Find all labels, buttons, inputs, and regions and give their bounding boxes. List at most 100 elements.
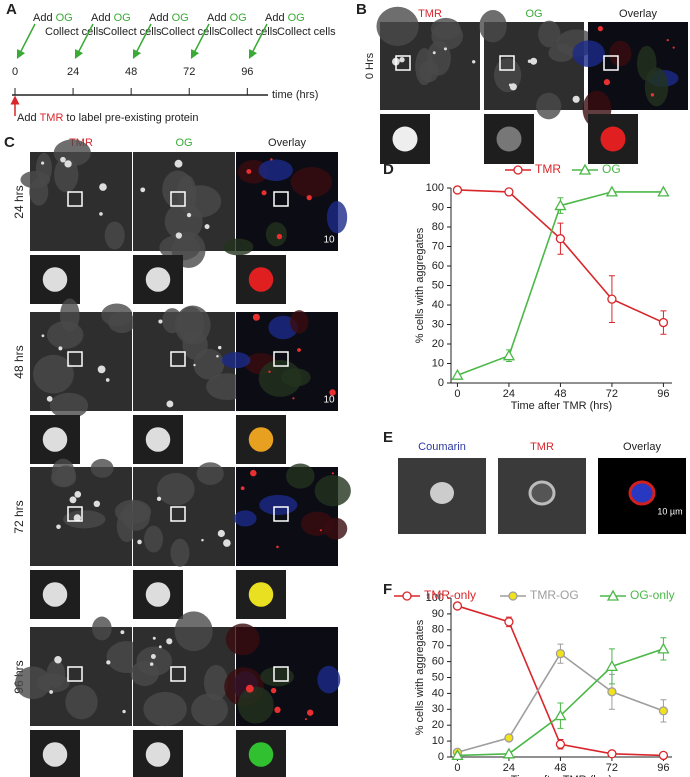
cell [222, 238, 254, 256]
point [555, 739, 566, 749]
legend-label: OG-only [630, 588, 675, 602]
y-tick-label: 90 [432, 201, 444, 213]
panel-label: A [6, 1, 17, 18]
aggregate [69, 496, 77, 504]
cell [90, 458, 114, 478]
inset-box [67, 506, 83, 522]
point [451, 368, 464, 380]
aggregate [650, 93, 655, 97]
x-tick-label: 72 [606, 388, 618, 400]
column-title: OG [525, 8, 542, 20]
step-add: Add OG [207, 12, 247, 24]
cell [493, 57, 522, 93]
cell [609, 40, 632, 67]
inset-box [273, 506, 289, 522]
y-tick-label: 80 [432, 624, 444, 636]
x-tick-label: 48 [554, 388, 566, 400]
aggregate [597, 26, 603, 32]
cell [628, 480, 656, 506]
cell [317, 665, 341, 694]
y-tick-label: 50 [432, 671, 444, 683]
timeline-tick-label: 72 [183, 66, 195, 78]
cell [324, 517, 348, 540]
aggregate [261, 190, 267, 196]
cell [104, 221, 125, 250]
aggregate [201, 538, 204, 542]
cell [265, 222, 287, 247]
cell [430, 482, 454, 504]
aggregate [99, 183, 107, 191]
aggregate [603, 79, 610, 86]
y-tick-label: 30 [432, 703, 444, 715]
aggregate [472, 60, 476, 64]
point [555, 234, 566, 244]
cell [164, 202, 203, 241]
aggregate [158, 645, 162, 649]
aggregate [150, 654, 156, 659]
aggregate [175, 232, 183, 239]
scale-label: 10 [323, 235, 335, 246]
inset-blob [392, 126, 418, 152]
legend-label: TMR-OG [530, 588, 579, 602]
aggregate [58, 346, 63, 351]
inset-box [273, 666, 289, 682]
cell [258, 359, 302, 397]
inset-box [499, 55, 515, 71]
cell [203, 664, 229, 701]
y-tick-label: 50 [432, 279, 444, 291]
aggregate [292, 397, 295, 400]
step-add: Add OG [33, 12, 73, 24]
inset-box [67, 666, 83, 682]
panel-label: E [383, 429, 393, 446]
og-word: OG [172, 12, 189, 24]
point [605, 185, 619, 197]
scale-label: 10 µm [657, 506, 682, 516]
inset-blob [145, 427, 171, 452]
cell [144, 525, 163, 553]
column-title: TMR [418, 8, 442, 20]
panel-label: C [4, 134, 15, 151]
note-post: to label pre-existing protein [66, 112, 198, 124]
y-tick-label: 10 [432, 735, 444, 747]
aggregate [99, 212, 103, 216]
y-tick-label: 20 [432, 338, 444, 350]
cell [15, 666, 51, 700]
inset-blob [145, 582, 171, 607]
x-tick-label: 0 [454, 762, 460, 774]
step-collect: Collect cells [161, 26, 220, 38]
panel-label: F [383, 581, 392, 598]
cell [431, 22, 464, 50]
step-collect: Collect cells [219, 26, 278, 38]
cell [174, 611, 213, 652]
x-axis-title: Time after TMR (hrs) [511, 400, 612, 412]
aggregate [137, 539, 142, 545]
step-collect: Collect cells [277, 26, 336, 38]
inset-box [273, 351, 289, 367]
green-arrow [74, 23, 94, 59]
aggregate [149, 662, 154, 666]
y-tick-label: 100 [426, 182, 444, 194]
x-tick-label: 96 [657, 762, 669, 774]
aggregate [41, 334, 45, 338]
column-title: Overlay [623, 441, 661, 453]
x-tick-label: 48 [554, 762, 566, 774]
og-word: OG [288, 12, 305, 24]
cell [33, 354, 74, 394]
column-title: Overlay [268, 137, 306, 149]
cell [143, 691, 187, 727]
legend-marker [513, 165, 523, 175]
aggregate [217, 345, 222, 350]
point [657, 185, 670, 197]
cell [233, 510, 257, 527]
aggregate [193, 363, 196, 367]
timeline-tick-label: 48 [125, 66, 137, 78]
inset-box [67, 351, 83, 367]
cell [35, 152, 52, 184]
cell [177, 306, 205, 343]
inset-blob [145, 267, 171, 292]
og-word: OG [230, 12, 247, 24]
cell [191, 693, 228, 726]
point [502, 349, 516, 361]
cell [130, 660, 159, 686]
